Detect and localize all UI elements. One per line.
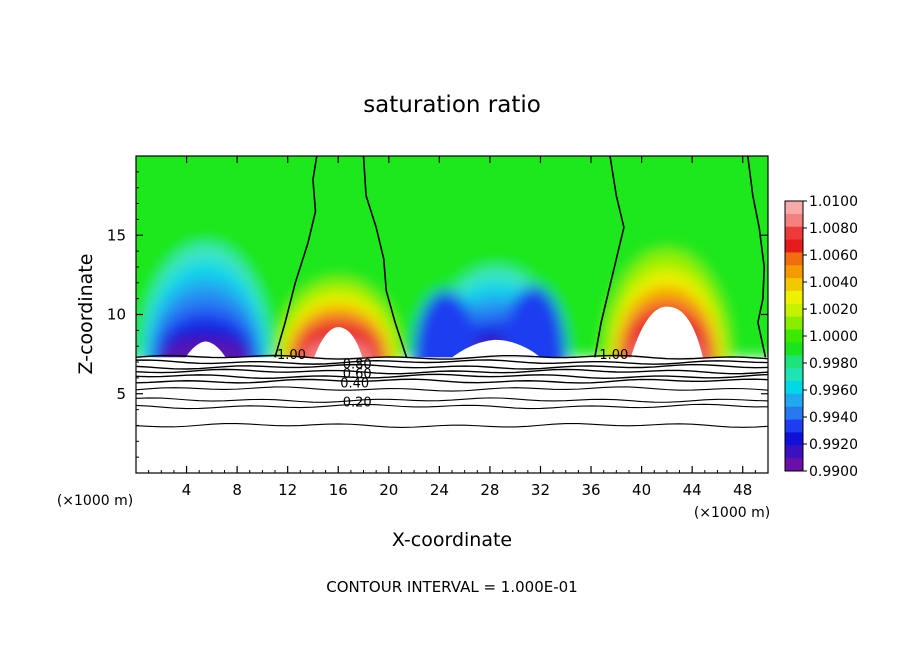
contour-surface-4 bbox=[136, 373, 768, 380]
x-tick-label-10: 44 bbox=[683, 481, 702, 499]
colorbar-label-2: 1.0060 bbox=[809, 248, 858, 264]
colorbar-swatch-2 bbox=[785, 226, 803, 241]
colorbar-swatch-20 bbox=[785, 458, 803, 472]
cloud-cutout-3 bbox=[630, 306, 703, 358]
x-tick-label-7: 32 bbox=[531, 481, 550, 499]
colorbar-swatch-11 bbox=[785, 342, 803, 356]
colorbar-swatch-3 bbox=[785, 239, 803, 253]
colorbar-swatch-17 bbox=[785, 419, 803, 433]
colorbar-label-4: 1.0020 bbox=[809, 302, 858, 318]
contour-surface-2 bbox=[136, 363, 768, 370]
contour-interval-note: CONTOUR INTERVAL = 1.000E-01 bbox=[326, 578, 577, 596]
x-tick-label-2: 12 bbox=[278, 481, 297, 499]
cloud-cutout-1 bbox=[314, 327, 363, 358]
x-unit-label-right: (×1000 m) bbox=[694, 505, 770, 521]
contour-label-0: 1.00 bbox=[277, 348, 306, 363]
contour-surface-8 bbox=[136, 403, 768, 410]
x-axis: 4 8 12 16 20 24 28 32 36 40 44 48 bbox=[148, 156, 756, 499]
colorbar-swatch-12 bbox=[785, 355, 803, 369]
y-tick-label-0: 5 bbox=[116, 385, 126, 403]
contour-surface-7 bbox=[136, 397, 768, 403]
x-tick-label-0: 4 bbox=[182, 481, 192, 499]
colorbar-swatch-5 bbox=[785, 265, 803, 279]
chart-title: saturation ratio bbox=[363, 92, 541, 118]
colorbar-swatch-4 bbox=[785, 252, 803, 266]
contour-1-00-3 bbox=[746, 156, 767, 358]
colorbar-label-10: 0.9900 bbox=[809, 464, 858, 480]
contour-surface-6 bbox=[136, 386, 768, 392]
x-tick-label-1: 8 bbox=[232, 481, 242, 499]
contour-label-1: 1.00 bbox=[599, 348, 628, 363]
contour-surface-9 bbox=[136, 422, 768, 428]
x-tick-label-3: 16 bbox=[329, 481, 348, 499]
contour-surface-0 bbox=[136, 354, 768, 360]
colorbar-label-5: 1.0000 bbox=[809, 329, 858, 345]
y-tick-label-2: 15 bbox=[107, 226, 126, 244]
colorbar-swatch-9 bbox=[785, 316, 803, 331]
x-tick-label-5: 24 bbox=[430, 481, 449, 499]
colorbar-swatch-6 bbox=[785, 278, 803, 292]
colorbar-label-1: 1.0080 bbox=[809, 221, 858, 237]
colorbar-swatch-13 bbox=[785, 368, 803, 382]
colorbar-swatch-15 bbox=[785, 393, 803, 408]
contour-surface-3 bbox=[136, 368, 768, 375]
colorbar-label-9: 0.9920 bbox=[809, 437, 858, 453]
colorbar-label-7: 0.9960 bbox=[809, 383, 858, 399]
colorbar-swatch-1 bbox=[785, 213, 803, 228]
x-tick-label-6: 28 bbox=[480, 481, 499, 499]
cloud-cutout-2 bbox=[452, 339, 541, 358]
colorbar-label-3: 1.0040 bbox=[809, 275, 858, 291]
contour-1-00-1 bbox=[362, 156, 408, 358]
contour-label-2: 0.80 bbox=[343, 358, 372, 373]
contour-label-3: 0.60 bbox=[343, 367, 372, 382]
contour-label-5: 0.20 bbox=[343, 396, 372, 411]
colorbar-label-8: 0.9940 bbox=[809, 410, 858, 426]
colorbar-swatch-7 bbox=[785, 291, 803, 305]
cloud-cutout-0 bbox=[185, 341, 226, 358]
contour-label-4: 0.40 bbox=[340, 377, 369, 392]
colorbar-swatch-8 bbox=[785, 303, 803, 318]
x-unit-label-left: (×1000 m) bbox=[57, 493, 133, 509]
contour-1-00-2 bbox=[594, 156, 625, 358]
x-tick-label-9: 40 bbox=[632, 481, 651, 499]
colorbar: 1.0100 1.0080 1.0060 1.0040 1.0020 1.0000 0.99… bbox=[784, 194, 858, 480]
x-tick-label-4: 20 bbox=[379, 481, 398, 499]
x-tick-label-8: 36 bbox=[581, 481, 600, 499]
colorbar-swatch-16 bbox=[785, 406, 803, 421]
x-tick-label-11: 48 bbox=[733, 481, 752, 499]
colorbar-swatch-14 bbox=[785, 381, 803, 395]
contour-surface-1 bbox=[136, 359, 768, 365]
y-tick-label-1: 10 bbox=[107, 306, 126, 324]
contour-surface-5 bbox=[136, 378, 768, 384]
colorbar-swatch-10 bbox=[785, 329, 803, 343]
colorbar-swatch-18 bbox=[785, 432, 803, 446]
x-axis-label: X-coordinate bbox=[392, 529, 512, 551]
colorbar-label-0: 1.0100 bbox=[809, 194, 858, 210]
plot-field: 1.00 1.00 0.800.600.40 0.20 bbox=[136, 156, 768, 473]
y-axis: 5 10 15 bbox=[107, 171, 768, 458]
contour-1-00-0 bbox=[274, 156, 318, 358]
colorbar-label-6: 0.9980 bbox=[809, 356, 858, 372]
y-axis-label: Z-coordinate bbox=[75, 254, 97, 375]
colorbar-swatch-0 bbox=[785, 201, 803, 215]
colorbar-swatch-19 bbox=[785, 445, 803, 459]
